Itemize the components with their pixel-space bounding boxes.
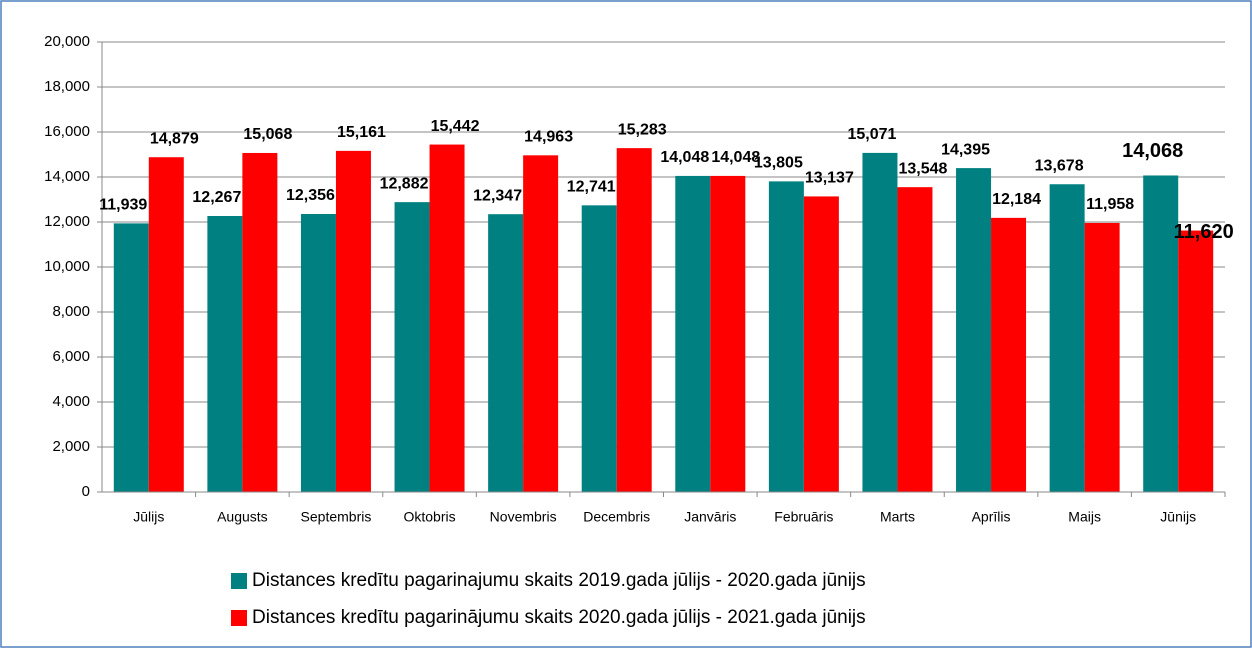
data-label: 11,939 bbox=[99, 197, 147, 214]
bar bbox=[300, 213, 336, 493]
data-label: 13,805 bbox=[754, 155, 803, 172]
x-tick-label: Janvāris bbox=[684, 509, 736, 525]
y-tick-label: 2,000 bbox=[52, 438, 90, 455]
x-tick-label: Septembris bbox=[301, 509, 372, 525]
legend-swatch bbox=[231, 610, 247, 626]
bar bbox=[242, 152, 278, 492]
data-label: 15,068 bbox=[243, 126, 292, 143]
legend-label: Distances kredītu pagarinājumu skaits 20… bbox=[252, 607, 866, 628]
bar bbox=[581, 205, 617, 492]
x-tick-label: Aprīlis bbox=[972, 509, 1011, 525]
data-label: 11,620 bbox=[1174, 221, 1234, 243]
data-label: 14,879 bbox=[150, 130, 199, 147]
y-tick-label: 6,000 bbox=[52, 348, 90, 365]
bar bbox=[897, 187, 933, 493]
bar bbox=[207, 215, 243, 492]
legend-label: Distances kredītu pagarinajumu skaits 20… bbox=[252, 570, 866, 591]
x-tick-label: Maijs bbox=[1068, 509, 1101, 525]
bar bbox=[991, 217, 1027, 493]
x-tick-label: Augusts bbox=[217, 509, 268, 525]
data-label: 14,048 bbox=[711, 149, 760, 166]
x-tick-label: Marts bbox=[880, 509, 915, 525]
data-label: 13,137 bbox=[805, 170, 854, 187]
data-label: 13,548 bbox=[898, 160, 947, 177]
y-tick-label: 16,000 bbox=[44, 123, 90, 140]
y-tick-label: 12,000 bbox=[44, 213, 90, 230]
y-tick-label: 14,000 bbox=[44, 168, 90, 185]
x-tick-label: Februāris bbox=[774, 509, 833, 525]
y-tick-label: 0 bbox=[82, 483, 90, 500]
bar bbox=[956, 168, 992, 493]
data-label: 15,161 bbox=[337, 124, 386, 141]
y-tick-label: 8,000 bbox=[52, 303, 90, 320]
bar bbox=[710, 175, 746, 493]
data-label: 12,184 bbox=[992, 191, 1041, 208]
bar bbox=[1084, 222, 1120, 492]
data-label: 14,068 bbox=[1122, 140, 1183, 162]
bar bbox=[335, 150, 371, 492]
data-label: 12,882 bbox=[380, 175, 429, 192]
data-label: 14,963 bbox=[524, 129, 573, 146]
x-tick-label: Oktobris bbox=[403, 509, 455, 525]
bar bbox=[148, 157, 184, 492]
data-label: 15,071 bbox=[847, 126, 896, 143]
y-tick-label: 10,000 bbox=[44, 258, 90, 275]
bar bbox=[1143, 175, 1179, 492]
bar bbox=[394, 202, 430, 492]
data-label: 12,347 bbox=[473, 187, 522, 204]
x-tick-label: Jūlijs bbox=[133, 509, 164, 525]
bar bbox=[1049, 184, 1085, 492]
x-tick-label: Jūnijs bbox=[1160, 509, 1196, 525]
bar bbox=[523, 155, 559, 492]
bar bbox=[429, 144, 465, 492]
bar bbox=[803, 196, 839, 493]
data-label: 11,958 bbox=[1086, 196, 1134, 213]
bar bbox=[675, 175, 711, 493]
data-label: 14,395 bbox=[941, 141, 990, 158]
bar bbox=[1178, 230, 1214, 493]
bar bbox=[488, 214, 524, 492]
y-tick-label: 4,000 bbox=[52, 393, 90, 410]
x-tick-label: Novembris bbox=[490, 509, 557, 525]
bar bbox=[862, 152, 898, 492]
data-label: 14,048 bbox=[660, 149, 709, 166]
data-label: 13,678 bbox=[1035, 157, 1084, 174]
data-label: 15,283 bbox=[618, 121, 667, 138]
data-label: 12,741 bbox=[567, 179, 616, 196]
y-tick-label: 18,000 bbox=[44, 78, 90, 95]
bar bbox=[768, 181, 804, 492]
x-tick-label: Decembris bbox=[583, 509, 650, 525]
data-label: 12,356 bbox=[286, 187, 335, 204]
data-label: 15,442 bbox=[431, 118, 480, 135]
legend-swatch bbox=[231, 573, 247, 589]
bar bbox=[113, 223, 149, 492]
y-tick-label: 20,000 bbox=[44, 33, 90, 50]
bar bbox=[616, 148, 652, 492]
data-label: 12,267 bbox=[192, 189, 241, 206]
